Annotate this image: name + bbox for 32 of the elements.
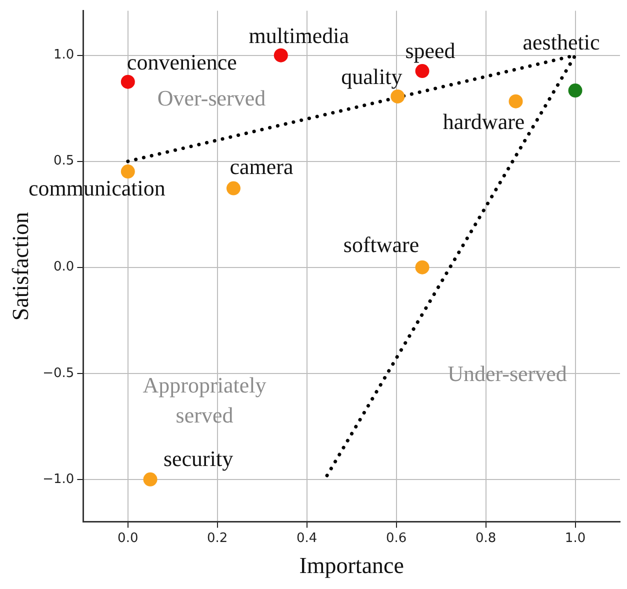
- point: [143, 472, 158, 486]
- x-tick-label: 1.0: [564, 530, 586, 546]
- x-tick-label: 0.6: [386, 530, 407, 546]
- annotation: software: [343, 232, 420, 258]
- x-tick-label: 0.8: [475, 530, 496, 546]
- annotation: security: [163, 446, 234, 472]
- x-tick-label: 0.2: [207, 530, 228, 546]
- y-axis-title: Satisfaction: [8, 212, 33, 321]
- point: [415, 260, 430, 274]
- annotation: convenience: [126, 50, 237, 75]
- point: [274, 48, 288, 62]
- point: [508, 94, 523, 108]
- point: [226, 181, 240, 196]
- x-axis-title: Importance: [299, 553, 404, 578]
- y-tick-label: 0.0: [53, 260, 74, 275]
- point: [120, 164, 135, 179]
- annotation: speed: [405, 38, 456, 63]
- annotation: quality: [341, 64, 402, 90]
- annotation: camera: [230, 154, 294, 180]
- y-tick-label: −1.0: [42, 472, 74, 487]
- annotation: multimedia: [248, 23, 350, 48]
- annotation: aesthetic: [522, 29, 600, 54]
- point: [390, 89, 405, 104]
- point: [415, 64, 430, 78]
- point: [120, 74, 135, 89]
- y-tick-label: 0.5: [53, 154, 74, 169]
- x-tick-label: 0.4: [296, 530, 318, 546]
- point: [568, 84, 582, 98]
- x-tick-label: 0.0: [118, 530, 138, 546]
- y-tick-label: −0.5: [42, 366, 74, 381]
- y-tick-label: 1.0: [53, 48, 74, 63]
- annotation: hardware: [442, 109, 525, 134]
